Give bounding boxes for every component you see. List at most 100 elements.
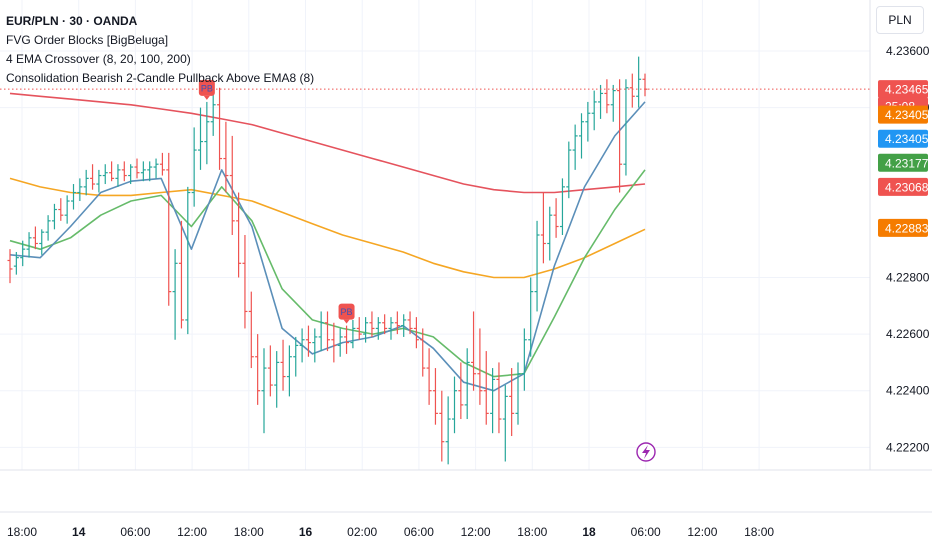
lightning-icon xyxy=(636,442,656,462)
candle xyxy=(477,328,483,405)
price-badge: 4.23405 xyxy=(878,129,929,148)
candle xyxy=(553,198,559,238)
candle xyxy=(420,328,426,377)
candle xyxy=(96,169,102,193)
price-tick-label: 4.22800 xyxy=(886,270,930,284)
candle xyxy=(464,348,470,420)
candle xyxy=(71,184,76,210)
price-tick-label: 4.22600 xyxy=(886,327,930,341)
price-badge: 4.23405 xyxy=(878,105,929,124)
candle xyxy=(426,348,432,405)
indicator-consolidation-pullback[interactable]: Consolidation Bearish 2-Candle Pullback … xyxy=(6,71,315,85)
candle xyxy=(115,164,121,187)
candle xyxy=(458,362,464,420)
candle xyxy=(471,311,477,391)
indicator-fvg-order-blocks[interactable]: FVG Order Blocks [BigBeluga] xyxy=(6,33,169,47)
price-badge-label: 4.23405 xyxy=(885,108,929,122)
candle xyxy=(604,79,610,114)
candle xyxy=(185,186,191,335)
time-tick-label: 14 xyxy=(72,525,86,539)
candle xyxy=(166,152,172,306)
price-badge-label: 4.23068 xyxy=(885,180,929,194)
candle xyxy=(147,161,153,182)
candle xyxy=(45,215,51,241)
candle xyxy=(407,311,413,335)
candle xyxy=(432,368,438,425)
price-badge-bg xyxy=(878,218,928,237)
candle xyxy=(312,328,318,363)
candle xyxy=(598,84,604,119)
time-tick-label: 18 xyxy=(582,525,596,539)
candle xyxy=(636,56,642,108)
candle xyxy=(102,164,108,185)
candle xyxy=(521,328,527,391)
candle xyxy=(382,314,388,335)
time-tick-label: 18:00 xyxy=(234,525,264,539)
candle xyxy=(388,317,394,340)
time-tick-label: 06:00 xyxy=(404,525,434,539)
candle xyxy=(413,317,419,349)
time-tick-label: 06:00 xyxy=(631,525,661,539)
candle xyxy=(483,351,489,425)
candle xyxy=(502,385,508,462)
candle xyxy=(172,249,178,340)
symbol-title[interactable]: EUR/PLN · 30 · OANDA xyxy=(6,14,138,28)
candle xyxy=(515,362,521,425)
pb-signal-bg xyxy=(198,79,215,96)
time-tick-label: 16 xyxy=(299,525,313,539)
candle xyxy=(267,345,273,397)
pb-signal-pointer xyxy=(203,95,210,100)
candle xyxy=(32,226,38,250)
price-tick-label: 4.22200 xyxy=(886,440,930,454)
candle xyxy=(159,152,165,176)
candle xyxy=(286,345,292,397)
candle xyxy=(198,107,203,170)
candle xyxy=(439,390,445,462)
candle xyxy=(509,368,515,437)
pb-signal-bg xyxy=(338,303,355,320)
candle xyxy=(572,124,578,170)
candle xyxy=(178,220,184,329)
candle xyxy=(356,317,362,340)
candle xyxy=(26,232,32,258)
candle xyxy=(566,141,572,199)
candle xyxy=(350,319,356,349)
time-tick-label: 12:00 xyxy=(177,525,207,539)
candle xyxy=(547,206,553,261)
candle xyxy=(642,73,648,97)
lightning-icon-bolt xyxy=(642,445,650,459)
candle xyxy=(77,178,83,202)
candle xyxy=(559,178,565,235)
price-badge: 4.23177 xyxy=(878,153,929,172)
candle xyxy=(229,135,235,235)
price-badge-label: 4.22883 xyxy=(885,221,929,235)
currency-button[interactable]: PLN xyxy=(876,6,924,34)
candle xyxy=(204,101,210,165)
candle xyxy=(20,240,26,267)
candle xyxy=(90,164,96,190)
candle xyxy=(58,198,64,221)
candle xyxy=(363,317,369,343)
price-badge: 4.22883 xyxy=(878,218,929,237)
candle xyxy=(7,249,13,284)
candle xyxy=(83,169,89,196)
price-badge-bg xyxy=(878,80,928,99)
candle xyxy=(401,314,407,337)
price-tick-label: 4.23600 xyxy=(886,44,930,58)
time-tick-label: 12:00 xyxy=(461,525,491,539)
candle xyxy=(445,396,451,465)
candle xyxy=(274,351,280,408)
candle xyxy=(344,325,350,354)
candle xyxy=(128,164,134,185)
pb-signal-label: PB xyxy=(341,307,353,317)
price-badge: 4.23068 xyxy=(878,177,929,196)
candle xyxy=(13,251,19,275)
candle xyxy=(623,79,629,176)
pb-signal: PB xyxy=(338,303,355,324)
candle xyxy=(331,322,337,363)
candle xyxy=(109,161,115,182)
indicator-ema-crossover[interactable]: 4 EMA Crossover (8, 20, 100, 200) xyxy=(6,52,191,66)
price-badge-bg xyxy=(878,153,928,172)
price-badge-label: 4.23405 xyxy=(885,132,929,146)
